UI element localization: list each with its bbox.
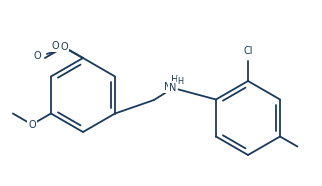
- Text: N: N: [164, 82, 172, 92]
- Text: O: O: [51, 41, 59, 51]
- Text: H: H: [171, 75, 179, 85]
- Text: N: N: [169, 83, 177, 93]
- Text: O: O: [33, 51, 41, 61]
- Text: Cl: Cl: [243, 46, 253, 56]
- Text: O: O: [60, 42, 68, 52]
- Text: H: H: [177, 76, 183, 86]
- Text: O: O: [28, 119, 36, 129]
